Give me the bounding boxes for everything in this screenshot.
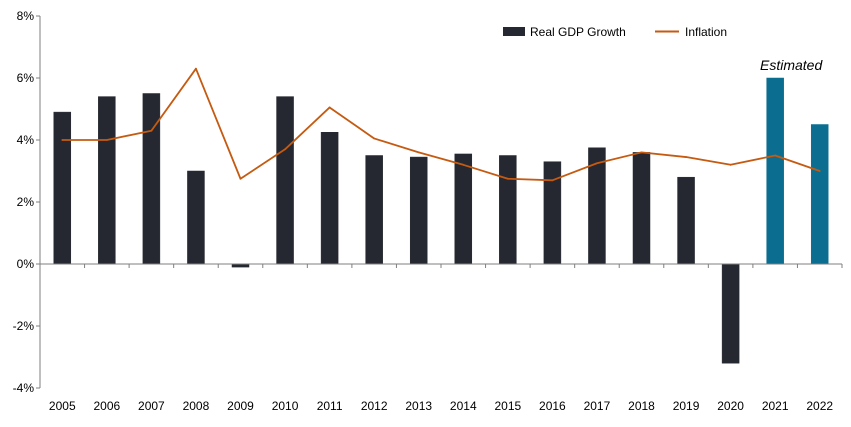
gdp-bar-2021 (766, 77, 784, 265)
inflation-point-2015 (506, 177, 509, 180)
legend: Real GDP Growth Inflation (503, 25, 727, 39)
x-tick-label-2019: 2019 (673, 399, 700, 413)
gdp-bar-2016 (543, 161, 562, 265)
legend-label-gdp: Real GDP Growth (530, 25, 626, 39)
inflation-line (61, 67, 821, 182)
x-tick-label-2015: 2015 (494, 399, 521, 413)
y-tick-label: 2% (17, 195, 35, 209)
inflation-polyline (62, 67, 821, 182)
inflation-point-2014 (462, 163, 465, 166)
gdp-bar-2015 (499, 155, 517, 265)
gdp-bar-2018 (632, 152, 651, 265)
x-tick-label-2014: 2014 (450, 399, 477, 413)
legend-swatch-gdp (503, 27, 525, 36)
x-tick-label-2008: 2008 (183, 399, 210, 413)
gdp-bar-2019 (677, 176, 695, 265)
gdp-bars (53, 77, 829, 364)
gdp-bar-2006 (98, 96, 116, 265)
legend-label-inflation: Inflation (685, 25, 727, 39)
gdp-bar-2022 (810, 124, 829, 265)
gdp-bar-2012 (365, 155, 383, 265)
inflation-point-2005 (61, 139, 64, 141)
inflation-point-2020 (729, 163, 732, 166)
gdp-bar-2014 (454, 153, 473, 265)
inflation-point-2018 (640, 151, 643, 154)
x-tick-label-2012: 2012 (361, 399, 388, 413)
inflation-point-2017 (596, 162, 598, 165)
x-tick-label-2011: 2011 (317, 399, 343, 413)
x-tick-label-2007: 2007 (138, 399, 165, 413)
x-tick-label-2006: 2006 (93, 399, 120, 413)
inflation-point-2019 (685, 156, 687, 158)
gdp-bar-2005 (53, 111, 72, 265)
y-tick-label: 4% (17, 133, 35, 147)
x-tick-label-2018: 2018 (628, 399, 655, 413)
inflation-point-2011 (328, 106, 331, 109)
inflation-point-2008 (195, 67, 197, 70)
gdp-bar-2013 (409, 156, 428, 265)
inflation-point-2022 (818, 170, 821, 172)
inflation-point-2010 (284, 148, 286, 151)
inflation-point-2007 (150, 129, 153, 132)
inflation-point-2009 (239, 177, 242, 180)
y-tick-label: 0% (17, 257, 35, 271)
x-tick-label-2016: 2016 (539, 399, 566, 413)
y-tick-label: -4% (13, 381, 35, 395)
gdp-bar-2008 (187, 170, 205, 265)
y-tick-label: 8% (17, 9, 35, 23)
inflation-point-2013 (417, 151, 420, 154)
gdp-bar-2011 (320, 132, 339, 265)
x-tick-label-2010: 2010 (272, 399, 299, 413)
gdp-bar-2010 (276, 96, 294, 265)
y-tick-label: 6% (17, 71, 35, 85)
x-tick-label-2017: 2017 (584, 399, 611, 413)
inflation-point-2006 (105, 139, 108, 141)
inflation-point-2012 (373, 137, 376, 140)
gdp-bar-2020 (721, 263, 740, 364)
y-tick-label: -2% (13, 319, 35, 333)
inflation-point-2016 (551, 179, 554, 182)
x-tick-label-2020: 2020 (717, 399, 744, 413)
x-tick-label-2021: 2021 (762, 399, 789, 413)
gdp-bar-2007 (142, 93, 161, 265)
x-tick-label-2013: 2013 (405, 399, 432, 413)
inflation-point-2021 (774, 154, 777, 157)
estimated-annotation: Estimated (760, 57, 823, 73)
x-tick-label-2005: 2005 (49, 399, 76, 413)
x-tick-label-2022: 2022 (806, 399, 833, 413)
x-tick-label-2009: 2009 (227, 399, 254, 413)
axes: -4% -2% 0% 2% 4% 6% 8% 2005 2006 2007 2008 2009 2010… (13, 9, 843, 413)
